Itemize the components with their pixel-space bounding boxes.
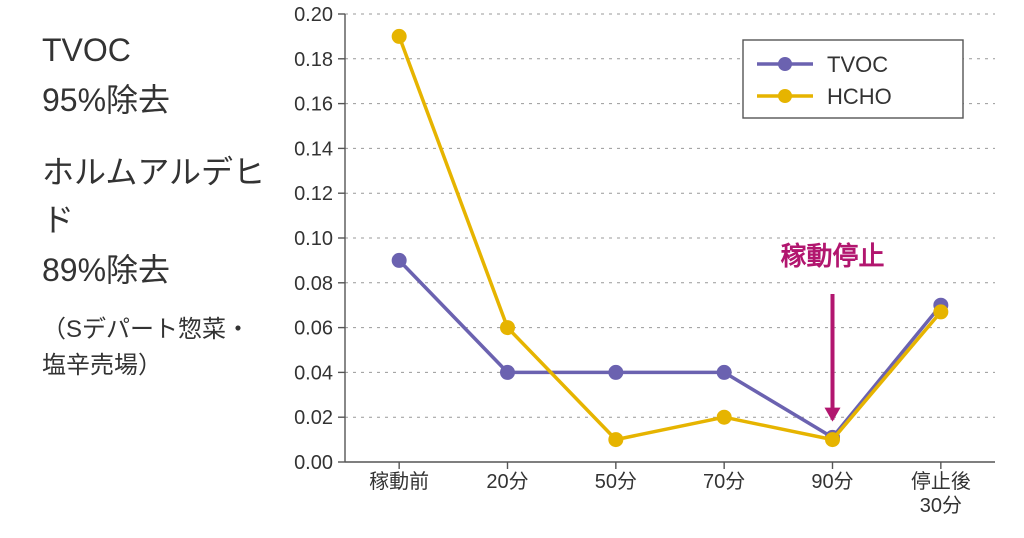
y-tick-label: 0.14 <box>294 138 333 160</box>
y-tick-label: 0.12 <box>294 183 333 205</box>
line-chart: 0.00 0.02 0.04 0.06 0.08 0.10 0.12 0.14 0.16 0.18… <box>275 0 1015 530</box>
legend-marker-tvoc <box>778 57 792 71</box>
legend-label-tvoc: TVOC <box>827 52 888 77</box>
y-tick-label: 0.06 <box>294 318 333 340</box>
y-tick-label: 0.20 <box>294 4 333 26</box>
annotation-label: 稼動停止 <box>780 241 884 271</box>
left-text-block: TVOC 95%除去 ホルムアルデヒド 89%除去 （Sデパート惣菜・ 塩辛売場… <box>42 26 292 384</box>
series-marker-tvoc <box>717 365 731 379</box>
y-tick-label: 0.08 <box>294 273 333 295</box>
y-tick-label: 0.16 <box>294 94 333 116</box>
series-marker-tvoc <box>392 253 406 267</box>
page: TVOC 95%除去 ホルムアルデヒド 89%除去 （Sデパート惣菜・ 塩辛売場… <box>0 0 1024 538</box>
headline-hcho-pct: 89%除去 <box>42 246 292 294</box>
x-tick-label: 50分 <box>595 470 637 493</box>
y-tick-label: 0.00 <box>294 452 333 474</box>
series-marker-hcho <box>717 410 731 424</box>
caption-line2: 塩辛売場） <box>42 348 292 384</box>
series-marker-hcho <box>826 433 840 447</box>
y-tick-label: 0.04 <box>294 362 333 384</box>
series-marker-tvoc <box>609 365 623 379</box>
series-marker-tvoc <box>501 365 515 379</box>
annotation-arrow-head <box>825 408 841 422</box>
y-tick-label: 0.10 <box>294 228 333 250</box>
caption-line1: （Sデパート惣菜・ <box>42 312 292 348</box>
legend-label-hcho: HCHO <box>827 84 892 109</box>
x-tick-label: 稼動前 <box>369 470 429 493</box>
x-tick-label: 20分 <box>486 470 528 493</box>
x-tick-label: 70分 <box>703 470 745 493</box>
x-tick-label: 30分 <box>920 494 962 517</box>
series-marker-hcho <box>501 321 515 335</box>
series-marker-hcho <box>609 433 623 447</box>
headline-hcho: ホルムアルデヒド <box>42 148 292 244</box>
headline-tvoc: TVOC <box>42 26 292 74</box>
series-line-tvoc <box>399 260 941 437</box>
legend-marker-hcho <box>778 89 792 103</box>
y-tick-label: 0.02 <box>294 407 333 429</box>
y-tick-label: 0.18 <box>294 49 333 71</box>
x-tick-label: 90分 <box>811 470 853 493</box>
headline-tvoc-pct: 95%除去 <box>42 76 292 124</box>
series-marker-hcho <box>392 29 406 43</box>
series-marker-hcho <box>934 305 948 319</box>
x-tick-label: 停止後 <box>911 470 971 493</box>
